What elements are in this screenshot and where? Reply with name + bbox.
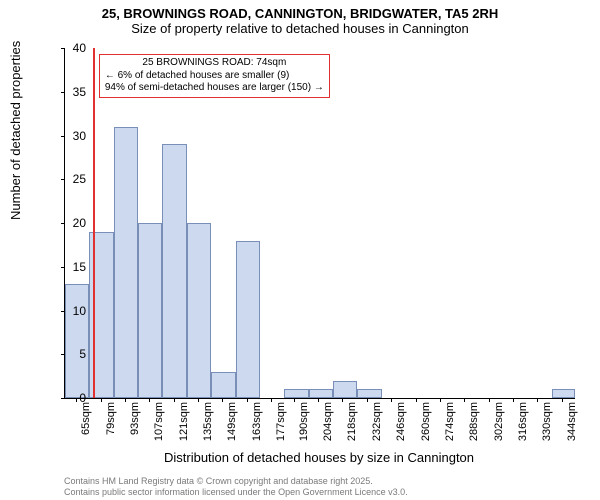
x-tick-label: 107sqm [153,402,165,452]
footer-line-2: Contains public sector information licen… [64,487,408,498]
x-tick-label: 79sqm [105,402,117,452]
x-tick-mark [76,398,77,402]
x-tick-mark [247,398,248,402]
x-tick-label: 330sqm [541,402,553,452]
x-tick-label: 190sqm [298,402,310,452]
x-tick-label: 218sqm [346,402,358,452]
histogram-bar [284,389,308,398]
y-tick-label: 30 [56,129,86,143]
y-tick-label: 20 [56,216,86,230]
x-tick-mark [537,398,538,402]
y-axis-label: Number of detached properties [8,41,23,220]
x-tick-mark [489,398,490,402]
x-tick-label: 232sqm [371,402,383,452]
x-tick-label: 135sqm [202,402,214,452]
reference-line [93,48,95,398]
histogram-bar [357,389,381,398]
histogram-bar [138,223,162,398]
x-tick-label: 121sqm [178,402,190,452]
histogram-bar [211,372,235,398]
x-tick-mark [125,398,126,402]
annotation-line: 94% of semi-detached houses are larger (… [105,82,324,95]
y-tick-label: 35 [56,85,86,99]
x-tick-mark [174,398,175,402]
x-tick-label: 93sqm [129,402,141,452]
x-tick-mark [464,398,465,402]
x-tick-label: 65sqm [80,402,92,452]
x-tick-mark [562,398,563,402]
y-tick-label: 25 [56,172,86,186]
plot-area: 25 BROWNINGS ROAD: 74sqm← 6% of detached… [64,48,575,399]
histogram-bar [552,389,575,398]
chart-container: 25, BROWNINGS ROAD, CANNINGTON, BRIDGWAT… [0,0,600,500]
x-tick-mark [367,398,368,402]
y-tick-label: 5 [56,347,86,361]
x-tick-label: 288sqm [468,402,480,452]
histogram-bar [65,284,89,398]
x-tick-label: 302sqm [493,402,505,452]
x-tick-mark [342,398,343,402]
annotation-box: 25 BROWNINGS ROAD: 74sqm← 6% of detached… [99,54,330,98]
histogram-bar [162,144,186,398]
x-tick-label: 344sqm [566,402,578,452]
y-tick-label: 15 [56,260,86,274]
x-tick-mark [271,398,272,402]
chart-title-main: 25, BROWNINGS ROAD, CANNINGTON, BRIDGWAT… [0,0,600,21]
x-tick-mark [391,398,392,402]
x-tick-mark [198,398,199,402]
x-tick-mark [222,398,223,402]
histogram-bar [114,127,138,398]
x-tick-mark [318,398,319,402]
annotation-line: 25 BROWNINGS ROAD: 74sqm [105,57,324,70]
annotation-line: ← 6% of detached houses are smaller (9) [105,70,324,83]
x-tick-label: 149sqm [226,402,238,452]
x-tick-mark [294,398,295,402]
histogram-bar [236,241,260,399]
x-tick-label: 163sqm [251,402,263,452]
x-tick-mark [513,398,514,402]
x-tick-mark [149,398,150,402]
footer-line-1: Contains HM Land Registry data © Crown c… [64,476,408,487]
attribution-footer: Contains HM Land Registry data © Crown c… [64,476,408,498]
histogram-bar [333,381,357,399]
y-tick-label: 40 [56,41,86,55]
x-tick-label: 204sqm [322,402,334,452]
x-tick-label: 316sqm [517,402,529,452]
x-tick-mark [416,398,417,402]
chart-title-sub: Size of property relative to detached ho… [0,21,600,40]
x-tick-label: 246sqm [395,402,407,452]
x-tick-label: 274sqm [444,402,456,452]
x-tick-label: 260sqm [420,402,432,452]
histogram-bar [309,389,333,398]
x-tick-mark [101,398,102,402]
x-axis-label: Distribution of detached houses by size … [64,450,574,465]
histogram-bar [187,223,211,398]
x-tick-label: 177sqm [275,402,287,452]
x-tick-mark [440,398,441,402]
y-tick-label: 10 [56,304,86,318]
